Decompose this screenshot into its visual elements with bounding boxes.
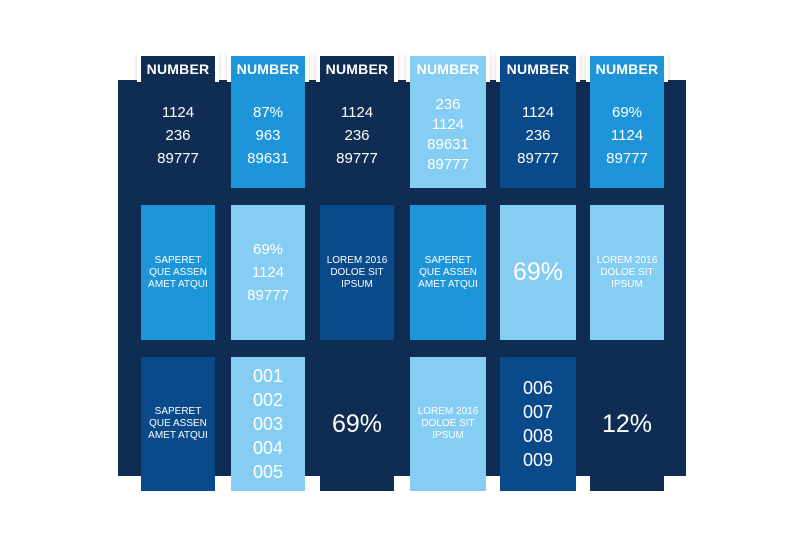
cell-value: 1124 [610,126,644,144]
cell-value: 236 [525,126,551,144]
cell-text: SAPERET [154,406,202,417]
column-header-2-label: NUMBER [231,56,305,82]
cell-text: LOREM 2016 [326,254,388,266]
cell-value: 236 [435,96,461,113]
column-header-5-label: NUMBER [500,56,576,82]
row1-cell-3: 1124 236 89777 [320,82,394,188]
cell-value: 89631 [427,136,469,153]
cell-text: SAPERET [154,254,202,266]
row1-cell-1: 1124 236 89777 [141,82,215,188]
list-item: 004 [252,438,284,458]
row3-cell-1: SAPERET QUE ASSEN AMET ATQUI [141,357,215,491]
cell-value: 89777 [336,149,378,167]
cell-value: 89777 [427,156,469,173]
row3-cell-6: 12% [590,357,664,491]
list-item: 009 [522,450,554,470]
cell-text: AMET ATQUI [148,430,208,441]
list-item: 002 [252,390,284,410]
column-header-4-label: NUMBER [410,56,486,82]
cell-value: 1124 [340,103,374,121]
cell-text: DOLOE SIT [421,418,475,429]
row1-cell-4: 236 1124 89631 89777 [410,82,486,188]
cell-text: IPSUM [432,430,464,441]
cell-value: 963 [255,126,281,144]
cell-value: 1124 [161,103,195,121]
cell-text: DOLOE SIT [330,266,384,278]
cell-value: 236 [344,126,370,144]
row2-cell-5: 69% [500,205,576,340]
row1-cell-5: 1124 236 89777 [500,82,576,188]
cell-text: LOREM 2016 [417,406,479,417]
row3-cell-2: 001 002 003 004 005 [231,357,305,491]
list-item: 003 [252,414,284,434]
cell-text: QUE ASSEN [419,266,477,278]
list-item: 005 [252,462,284,482]
column-header-2: NUMBER [227,52,309,82]
cell-text: DOLOE SIT [600,266,654,278]
column-header-6-label: NUMBER [590,56,664,82]
row3-cell-5: 006 007 008 009 [500,357,576,491]
row1-cell-2: 87% 963 89631 [231,82,305,188]
cell-value: 12% [601,409,653,438]
cell-value: 87% [252,103,284,121]
cell-value: 89777 [517,149,559,167]
row2-cell-1: SAPERET QUE ASSEN AMET ATQUI [141,205,215,340]
column-header-1-label: NUMBER [141,56,215,82]
cell-value: 89777 [247,287,289,304]
column-header-3-label: NUMBER [320,56,394,82]
cell-value: 69% [512,258,564,286]
cell-value: 69% [611,103,643,121]
row2-cell-4: SAPERET QUE ASSEN AMET ATQUI [410,205,486,340]
cell-text: LOREM 2016 [596,254,658,266]
column-header-3: NUMBER [316,52,398,82]
cell-value: 1124 [251,264,285,281]
row2-cell-3: LOREM 2016 DOLOE SIT IPSUM [320,205,394,340]
column-header-4: NUMBER [406,52,490,82]
list-item: 007 [522,402,554,422]
cell-text: AMET ATQUI [148,278,208,290]
cell-value: 89777 [157,149,199,167]
cell-text: IPSUM [341,278,373,290]
cell-text: QUE ASSEN [149,418,207,429]
row1-cell-6: 69% 1124 89777 [590,82,664,188]
list-item: 001 [252,366,284,386]
column-header-6: NUMBER [586,52,668,82]
row3-cell-3: 69% [320,357,394,491]
column-header-5: NUMBER [496,52,580,82]
list-item: 006 [522,378,554,398]
list-item: 008 [522,426,554,446]
cell-value: 89631 [247,149,289,167]
cell-text: QUE ASSEN [149,266,207,278]
cell-text: SAPERET [424,254,472,266]
column-header-1: NUMBER [137,52,219,82]
row2-cell-2: 69% 1124 89777 [231,205,305,340]
cell-text: IPSUM [611,278,643,290]
row3-cell-4: LOREM 2016 DOLOE SIT IPSUM [410,357,486,491]
cell-value: 69% [252,241,284,258]
cell-value: 1124 [521,103,555,121]
cell-value: 236 [165,126,191,144]
cell-value: 89777 [606,149,648,167]
cell-text: AMET ATQUI [418,278,478,290]
cell-value: 69% [331,409,383,438]
cell-value: 1124 [431,116,465,133]
row2-cell-6: LOREM 2016 DOLOE SIT IPSUM [590,205,664,340]
